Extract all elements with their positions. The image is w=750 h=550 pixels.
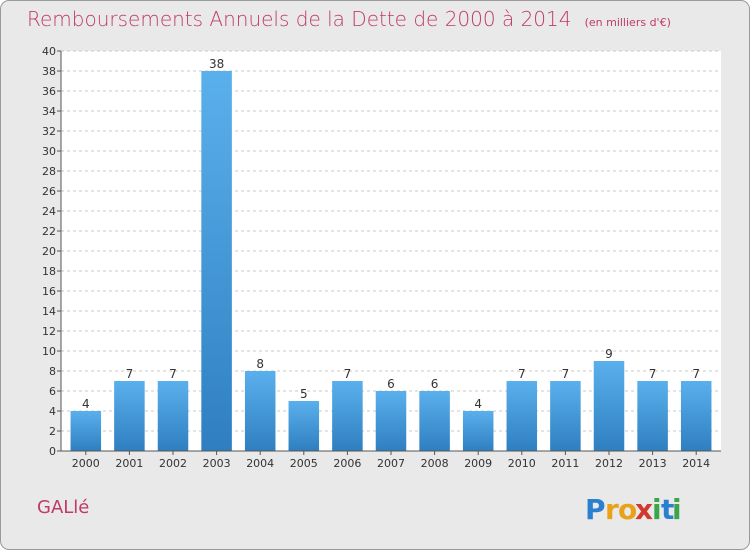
bar-2006 <box>332 381 363 451</box>
bar-2008 <box>419 391 450 451</box>
bar-2000 <box>70 411 102 451</box>
bar-2004 <box>244 371 276 451</box>
y-tick-label: 32 <box>42 125 56 138</box>
x-tick-label-2004: 2004 <box>246 457 274 470</box>
y-tick-label: 6 <box>49 385 56 398</box>
x-tick-label-2014: 2014 <box>682 457 710 470</box>
data-label-2005: 5 <box>300 387 308 401</box>
x-tick-label-2008: 2008 <box>421 457 449 470</box>
x-tick-label-2011: 2011 <box>551 457 579 470</box>
chart-title-text: Remboursements Annuels de la Dette de 20… <box>27 7 572 31</box>
y-tick-label: 22 <box>42 225 56 238</box>
data-label-2000: 4 <box>82 397 90 411</box>
bar-2001 <box>114 381 145 451</box>
y-tick-label: 30 <box>42 145 56 158</box>
chart-title: Remboursements Annuels de la Dette de 20… <box>27 7 671 31</box>
y-tick-label: 12 <box>42 325 56 338</box>
data-label-2009: 4 <box>474 397 482 411</box>
bar-2005 <box>288 401 320 451</box>
y-tick-label: 18 <box>42 265 56 278</box>
chart-unit-text: (en milliers d'€) <box>584 16 671 29</box>
bars: 4 7 7 38 8 5 7 6 6 4 7 7 9 7 7 <box>70 57 712 451</box>
data-label-2008: 6 <box>431 377 439 391</box>
y-tick-label: 0 <box>49 445 56 458</box>
y-tick-label: 10 <box>42 345 56 358</box>
data-label-2013: 7 <box>649 367 657 381</box>
y-tick-label: 2 <box>49 425 56 438</box>
commune-name: GALlé <box>37 497 90 518</box>
logo-letter: o <box>618 493 637 526</box>
bar-2011 <box>550 381 581 451</box>
data-label-2001: 7 <box>126 367 134 381</box>
x-tick-label-2002: 2002 <box>159 457 187 470</box>
data-label-2011: 7 <box>562 367 570 381</box>
logo-letter: i <box>652 493 662 526</box>
x-tick-label-2007: 2007 <box>377 457 405 470</box>
data-label-2003: 38 <box>209 57 224 71</box>
x-tick-label-2012: 2012 <box>595 457 623 470</box>
x-tick-label-2006: 2006 <box>333 457 361 470</box>
bar-2003 <box>201 71 232 451</box>
data-label-2012: 9 <box>605 347 613 361</box>
x-tick-label-2000: 2000 <box>72 457 100 470</box>
y-tick-label: 8 <box>49 365 56 378</box>
y-tick-label: 24 <box>42 205 56 218</box>
bar-2007 <box>375 391 407 451</box>
x-tick-label-2005: 2005 <box>290 457 318 470</box>
logo-letter: t <box>661 493 674 526</box>
data-label-2010: 7 <box>518 367 526 381</box>
data-label-2006: 7 <box>344 367 352 381</box>
y-tick-label: 4 <box>49 405 56 418</box>
y-tick-label: 20 <box>42 245 56 258</box>
x-tick-label-2013: 2013 <box>639 457 667 470</box>
y-tick-label: 26 <box>42 185 56 198</box>
bar-2013 <box>637 381 668 451</box>
y-tick-label: 34 <box>42 105 56 118</box>
x-tick-label-2009: 2009 <box>464 457 492 470</box>
y-tick-label: 28 <box>42 165 56 178</box>
bar-2002 <box>157 381 189 451</box>
x-tick-label-2003: 2003 <box>203 457 231 470</box>
bar-2010 <box>506 381 538 451</box>
y-tick-label: 38 <box>42 65 56 78</box>
x-tick-label-2010: 2010 <box>508 457 536 470</box>
data-label-2002: 7 <box>169 367 177 381</box>
data-label-2004: 8 <box>256 357 264 371</box>
bar-2012 <box>593 361 625 451</box>
x-axis-ticks: 2000 2001 2002 2003 2004 2005 2006 2007 2008 2009… <box>72 451 710 470</box>
y-tick-label: 36 <box>42 85 56 98</box>
y-tick-label: 16 <box>42 285 56 298</box>
grid-lines <box>61 50 721 432</box>
x-tick-label-2001: 2001 <box>115 457 143 470</box>
bar-2009 <box>462 411 494 451</box>
logo-letter: i <box>672 493 682 526</box>
data-label-2007: 6 <box>387 377 395 391</box>
data-label-2014: 7 <box>692 367 700 381</box>
y-tick-label: 14 <box>42 305 56 318</box>
y-tick-label: 40 <box>42 45 56 58</box>
logo-letter: P <box>585 493 606 526</box>
logo-letter: x <box>635 493 653 526</box>
bar-2014 <box>680 381 712 451</box>
logo-letter: r <box>605 493 619 526</box>
